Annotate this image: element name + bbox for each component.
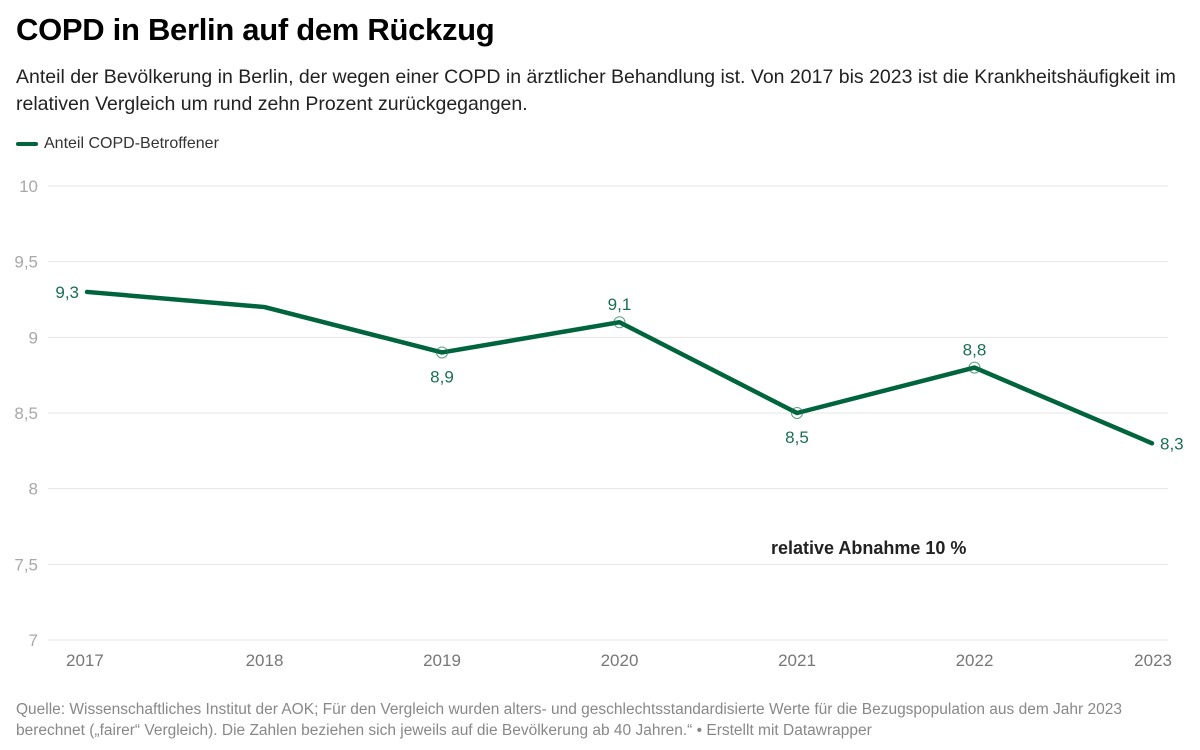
y-tick-label: 9,5 (14, 253, 38, 272)
y-tick-label: 9 (29, 328, 38, 347)
y-tick-label: 7 (29, 631, 38, 650)
x-tick-label: 2021 (778, 651, 816, 670)
x-tick-label: 2023 (1134, 651, 1172, 670)
x-tick-label: 2022 (956, 651, 994, 670)
source-note: Quelle: Wissenschaftliches Institut der … (16, 701, 1122, 739)
data-label: 8,8 (963, 341, 987, 360)
y-tick-label: 8 (29, 480, 38, 499)
x-tick-label: 2019 (423, 651, 461, 670)
data-point-marker (613, 316, 626, 329)
data-point-marker (436, 346, 448, 359)
data-label: 8,3 (1160, 434, 1184, 453)
chart-title: COPD in Berlin auf dem Rückzug (16, 12, 495, 47)
y-tick-label: 7,5 (14, 555, 38, 574)
data-point-marker (791, 407, 803, 419)
y-tick-label: 8,5 (14, 404, 38, 423)
y-tick-label: 10 (19, 177, 38, 196)
x-tick-label: 2018 (246, 651, 284, 670)
data-label: 8,5 (785, 428, 809, 447)
x-tick-label: 2017 (66, 651, 104, 670)
annotation: relative Abnahme 10 % (771, 538, 966, 558)
data-label: 8,9 (430, 367, 454, 386)
data-point-marker (968, 361, 981, 374)
data-label: 9,1 (608, 295, 632, 314)
series-line (84, 289, 1155, 446)
data-label: 9,3 (55, 283, 79, 302)
legend: Anteil COPD-Betroffener (16, 135, 219, 153)
chart-subtitle: Anteil der Bevölkerung in Berlin, der we… (16, 66, 1176, 115)
legend-swatch (16, 142, 38, 146)
legend-label: Anteil COPD-Betroffener (44, 135, 219, 152)
x-tick-label: 2020 (601, 651, 639, 670)
